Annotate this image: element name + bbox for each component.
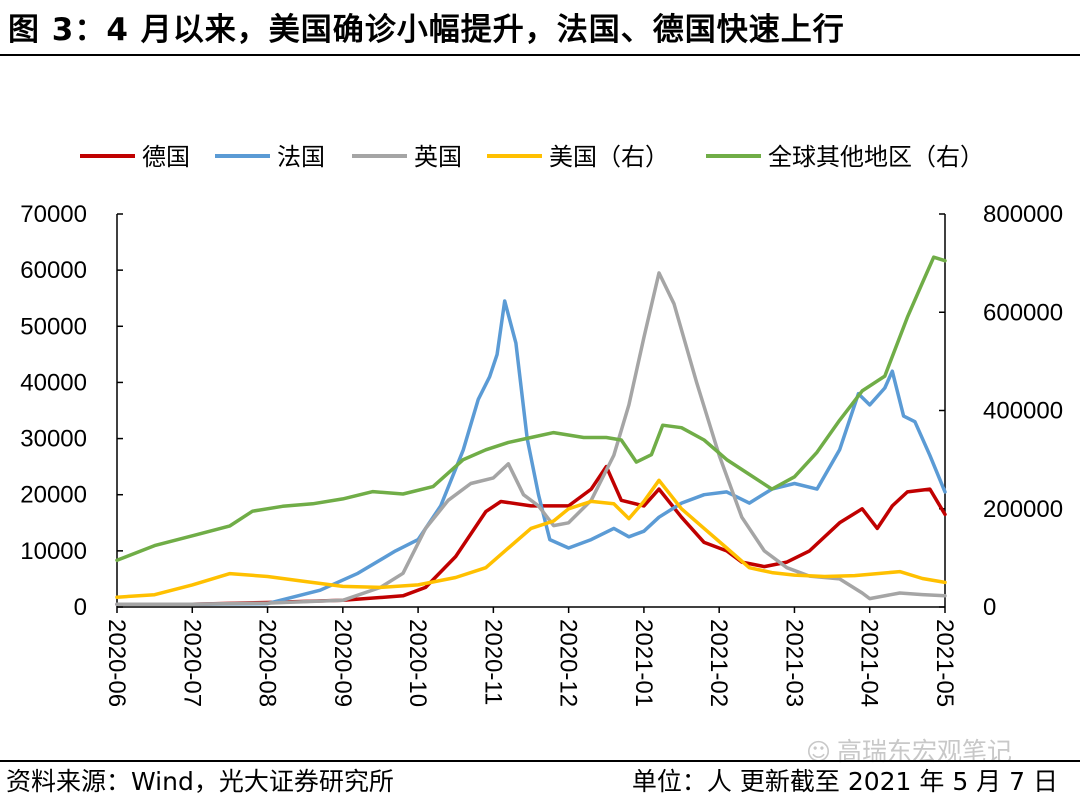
- x-tick-label: 2020-06: [103, 619, 130, 707]
- right-tick-label: 800000: [983, 201, 1063, 228]
- legend-label-0: 德国: [142, 143, 190, 171]
- right-tick-label: 200000: [983, 496, 1063, 523]
- legend-label-2: 英国: [414, 143, 462, 171]
- x-tick-label: 2021-01: [630, 619, 657, 707]
- axes: [116, 213, 946, 613]
- tick-labels: 70000 60000 50000 40000 30000 20000 10000 0 8000…: [20, 201, 1063, 707]
- right-tick-label: 400000: [983, 398, 1063, 425]
- left-tick-label: 30000: [20, 426, 87, 453]
- left-tick-label: 20000: [20, 482, 87, 509]
- left-tick-label: 10000: [20, 538, 87, 565]
- left-tick-label: 0: [74, 594, 87, 621]
- series-line-4: [115, 255, 947, 563]
- chart-title: 图 3：4 月以来，美国确诊小幅提升，法国、德国快速上行: [8, 12, 845, 48]
- x-tick-label: 2021-04: [856, 619, 883, 707]
- series-line-1: [115, 299, 947, 606]
- x-tick-label: 2020-08: [254, 619, 281, 707]
- x-tick-label: 2020-09: [329, 619, 356, 707]
- legend-label-4: 全球其他地区（右）: [768, 143, 984, 171]
- left-tick-label: 50000: [20, 313, 87, 340]
- left-tick-label: 40000: [20, 369, 87, 396]
- legend: 德国 法国 英国 美国（右） 全球其他地区（右）: [80, 143, 984, 171]
- left-tick-label: 70000: [20, 201, 87, 228]
- legend-label-3: 美国（右）: [549, 143, 669, 171]
- legend-label-1: 法国: [277, 143, 325, 171]
- right-tick-label: 600000: [983, 299, 1063, 326]
- x-tick-label: 2020-12: [555, 619, 582, 707]
- x-tick-label: 2020-07: [178, 619, 205, 707]
- x-tick-label: 2021-03: [780, 619, 807, 707]
- x-tick-label: 2021-05: [931, 619, 958, 707]
- unit-note: 单位：人 更新截至 2021 年 5 月 7 日: [631, 767, 1058, 796]
- left-tick-label: 60000: [20, 257, 87, 284]
- series-group: [115, 255, 947, 606]
- x-tick-label: 2020-11: [479, 619, 506, 705]
- right-tick-label: 0: [983, 594, 996, 621]
- footer-rule: [0, 760, 1080, 762]
- line-chart: 德国 法国 英国 美国（右） 全球其他地区（右） 70000 60000 50000 4000…: [20, 143, 1063, 707]
- source-note: 资料来源：Wind，光大证券研究所: [6, 767, 394, 796]
- x-tick-label: 2021-02: [705, 619, 732, 707]
- x-tick-label: 2020-10: [404, 619, 431, 707]
- series-line-3: [115, 478, 947, 599]
- title-rule: [0, 54, 1080, 56]
- series-line-0: [115, 464, 947, 606]
